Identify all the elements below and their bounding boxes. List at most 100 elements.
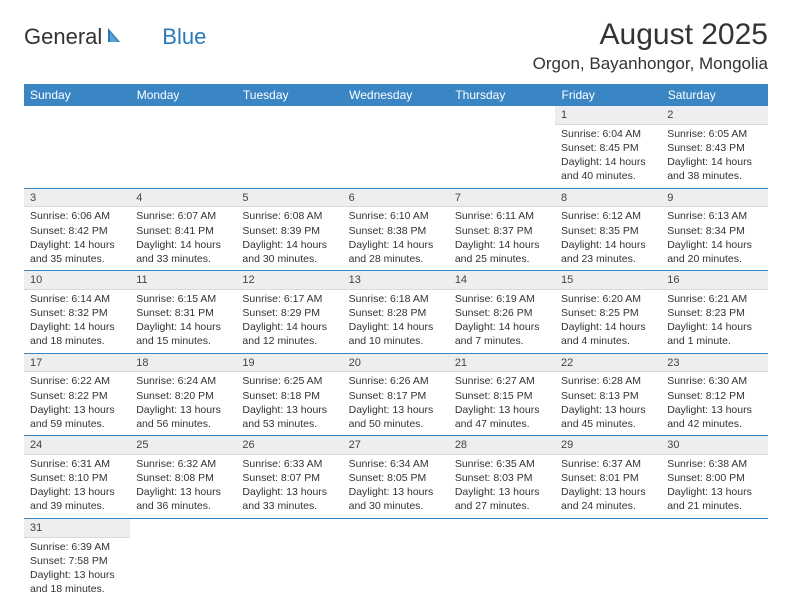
daylight-text: Daylight: 13 hours and 45 minutes. <box>561 403 655 431</box>
sunrise-text: Sunrise: 6:25 AM <box>242 374 336 388</box>
day-details: Sunrise: 6:18 AMSunset: 8:28 PMDaylight:… <box>343 290 449 353</box>
calendar-day-cell: 20Sunrise: 6:26 AMSunset: 8:17 PMDayligh… <box>343 353 449 436</box>
dayname-thursday: Thursday <box>449 84 555 106</box>
sunset-text: Sunset: 8:17 PM <box>349 389 443 403</box>
calendar-day-cell: 1Sunrise: 6:04 AMSunset: 8:45 PMDaylight… <box>555 106 661 188</box>
calendar-day-cell: 31Sunrise: 6:39 AMSunset: 7:58 PMDayligh… <box>24 518 130 600</box>
logo-sail-icon <box>106 26 128 49</box>
sunrise-text: Sunrise: 6:22 AM <box>30 374 124 388</box>
calendar-day-cell <box>236 518 342 600</box>
sunset-text: Sunset: 8:26 PM <box>455 306 549 320</box>
sunrise-text: Sunrise: 6:14 AM <box>30 292 124 306</box>
calendar-day-cell: 13Sunrise: 6:18 AMSunset: 8:28 PMDayligh… <box>343 271 449 354</box>
day-number <box>449 519 555 522</box>
sunrise-text: Sunrise: 6:35 AM <box>455 457 549 471</box>
calendar-day-cell: 12Sunrise: 6:17 AMSunset: 8:29 PMDayligh… <box>236 271 342 354</box>
dayname-wednesday: Wednesday <box>343 84 449 106</box>
sunrise-text: Sunrise: 6:07 AM <box>136 209 230 223</box>
sunrise-text: Sunrise: 6:06 AM <box>30 209 124 223</box>
sunrise-text: Sunrise: 6:04 AM <box>561 127 655 141</box>
daylight-text: Daylight: 14 hours and 40 minutes. <box>561 155 655 183</box>
calendar-table: Sunday Monday Tuesday Wednesday Thursday… <box>24 84 768 600</box>
day-details: Sunrise: 6:14 AMSunset: 8:32 PMDaylight:… <box>24 290 130 353</box>
sunrise-text: Sunrise: 6:11 AM <box>455 209 549 223</box>
day-details: Sunrise: 6:06 AMSunset: 8:42 PMDaylight:… <box>24 207 130 270</box>
dayname-tuesday: Tuesday <box>236 84 342 106</box>
day-number: 3 <box>24 189 130 208</box>
sunrise-text: Sunrise: 6:33 AM <box>242 457 336 471</box>
sunrise-text: Sunrise: 6:34 AM <box>349 457 443 471</box>
day-number: 29 <box>555 436 661 455</box>
calendar-day-cell: 24Sunrise: 6:31 AMSunset: 8:10 PMDayligh… <box>24 436 130 519</box>
dayname-monday: Monday <box>130 84 236 106</box>
daylight-text: Daylight: 14 hours and 30 minutes. <box>242 238 336 266</box>
sunset-text: Sunset: 8:32 PM <box>30 306 124 320</box>
day-number: 17 <box>24 354 130 373</box>
calendar-day-cell: 25Sunrise: 6:32 AMSunset: 8:08 PMDayligh… <box>130 436 236 519</box>
sunrise-text: Sunrise: 6:12 AM <box>561 209 655 223</box>
sunrise-text: Sunrise: 6:18 AM <box>349 292 443 306</box>
calendar-day-cell <box>555 518 661 600</box>
day-details: Sunrise: 6:39 AMSunset: 7:58 PMDaylight:… <box>24 538 130 601</box>
dayname-sunday: Sunday <box>24 84 130 106</box>
sunrise-text: Sunrise: 6:05 AM <box>667 127 761 141</box>
sunrise-text: Sunrise: 6:37 AM <box>561 457 655 471</box>
day-details: Sunrise: 6:26 AMSunset: 8:17 PMDaylight:… <box>343 372 449 435</box>
sunset-text: Sunset: 8:25 PM <box>561 306 655 320</box>
sunrise-text: Sunrise: 6:08 AM <box>242 209 336 223</box>
sunset-text: Sunset: 8:37 PM <box>455 224 549 238</box>
day-details: Sunrise: 6:10 AMSunset: 8:38 PMDaylight:… <box>343 207 449 270</box>
calendar-week-row: 31Sunrise: 6:39 AMSunset: 7:58 PMDayligh… <box>24 518 768 600</box>
calendar-day-cell: 29Sunrise: 6:37 AMSunset: 8:01 PMDayligh… <box>555 436 661 519</box>
day-details: Sunrise: 6:24 AMSunset: 8:20 PMDaylight:… <box>130 372 236 435</box>
sunset-text: Sunset: 8:23 PM <box>667 306 761 320</box>
daylight-text: Daylight: 14 hours and 18 minutes. <box>30 320 124 348</box>
day-details: Sunrise: 6:19 AMSunset: 8:26 PMDaylight:… <box>449 290 555 353</box>
calendar-day-cell: 11Sunrise: 6:15 AMSunset: 8:31 PMDayligh… <box>130 271 236 354</box>
day-details: Sunrise: 6:05 AMSunset: 8:43 PMDaylight:… <box>661 125 767 188</box>
day-number <box>24 106 130 109</box>
day-number: 26 <box>236 436 342 455</box>
page-title: August 2025 <box>533 18 768 52</box>
sunset-text: Sunset: 8:00 PM <box>667 471 761 485</box>
header: General Blue August 2025 Orgon, Bayanhon… <box>24 18 768 74</box>
sunset-text: Sunset: 8:29 PM <box>242 306 336 320</box>
sunset-text: Sunset: 8:08 PM <box>136 471 230 485</box>
calendar-day-cell <box>343 518 449 600</box>
calendar-day-cell <box>24 106 130 188</box>
sunrise-text: Sunrise: 6:24 AM <box>136 374 230 388</box>
calendar-day-cell: 28Sunrise: 6:35 AMSunset: 8:03 PMDayligh… <box>449 436 555 519</box>
day-number: 5 <box>236 189 342 208</box>
day-number: 27 <box>343 436 449 455</box>
calendar-day-cell: 21Sunrise: 6:27 AMSunset: 8:15 PMDayligh… <box>449 353 555 436</box>
sunrise-text: Sunrise: 6:38 AM <box>667 457 761 471</box>
calendar-day-cell: 5Sunrise: 6:08 AMSunset: 8:39 PMDaylight… <box>236 188 342 271</box>
day-details: Sunrise: 6:20 AMSunset: 8:25 PMDaylight:… <box>555 290 661 353</box>
day-details: Sunrise: 6:12 AMSunset: 8:35 PMDaylight:… <box>555 207 661 270</box>
sunset-text: Sunset: 8:01 PM <box>561 471 655 485</box>
logo-text-general: General <box>24 24 102 50</box>
daylight-text: Daylight: 14 hours and 35 minutes. <box>30 238 124 266</box>
daylight-text: Daylight: 13 hours and 30 minutes. <box>349 485 443 513</box>
sunset-text: Sunset: 8:39 PM <box>242 224 336 238</box>
day-details: Sunrise: 6:34 AMSunset: 8:05 PMDaylight:… <box>343 455 449 518</box>
calendar-day-cell: 14Sunrise: 6:19 AMSunset: 8:26 PMDayligh… <box>449 271 555 354</box>
sunset-text: Sunset: 8:20 PM <box>136 389 230 403</box>
day-details: Sunrise: 6:33 AMSunset: 8:07 PMDaylight:… <box>236 455 342 518</box>
location-text: Orgon, Bayanhongor, Mongolia <box>533 54 768 74</box>
day-number: 15 <box>555 271 661 290</box>
daylight-text: Daylight: 13 hours and 53 minutes. <box>242 403 336 431</box>
sunrise-text: Sunrise: 6:20 AM <box>561 292 655 306</box>
sunrise-text: Sunrise: 6:39 AM <box>30 540 124 554</box>
sunset-text: Sunset: 8:28 PM <box>349 306 443 320</box>
day-number <box>236 519 342 522</box>
calendar-week-row: 3Sunrise: 6:06 AMSunset: 8:42 PMDaylight… <box>24 188 768 271</box>
day-number <box>343 106 449 109</box>
day-number: 12 <box>236 271 342 290</box>
sunrise-text: Sunrise: 6:30 AM <box>667 374 761 388</box>
calendar-day-cell: 19Sunrise: 6:25 AMSunset: 8:18 PMDayligh… <box>236 353 342 436</box>
day-number: 22 <box>555 354 661 373</box>
daylight-text: Daylight: 14 hours and 28 minutes. <box>349 238 443 266</box>
day-details: Sunrise: 6:35 AMSunset: 8:03 PMDaylight:… <box>449 455 555 518</box>
day-number: 2 <box>661 106 767 125</box>
